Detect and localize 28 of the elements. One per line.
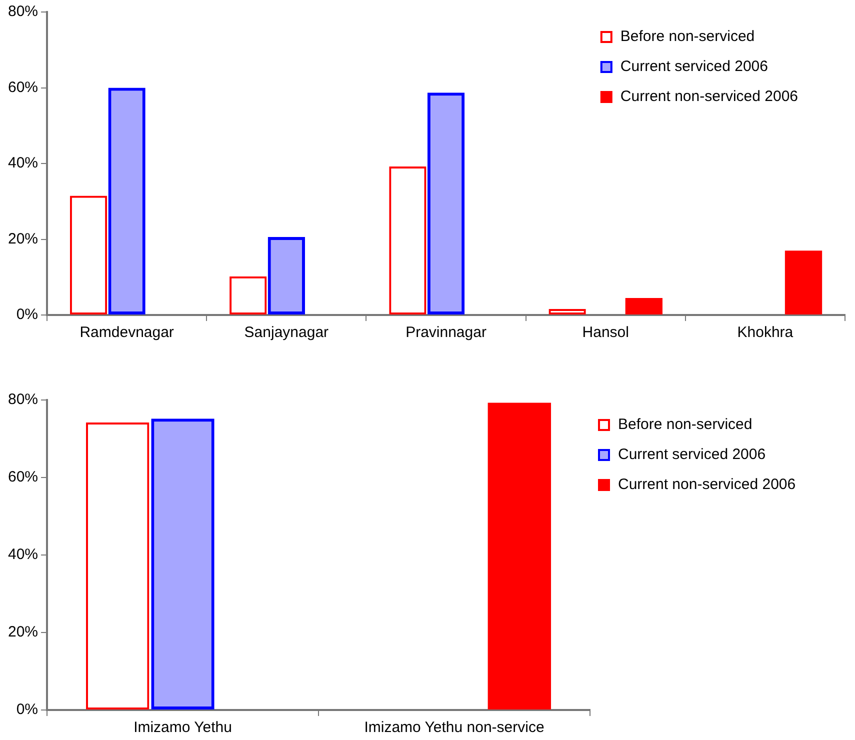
y-tick-label: 80%: [8, 391, 38, 408]
y-tick-label: 20%: [8, 230, 38, 248]
y-tick-label: 0%: [16, 701, 38, 718]
bar: [784, 250, 822, 314]
y-tick-label: 20%: [8, 624, 38, 641]
bar: [108, 88, 146, 314]
y-tick-label: 60%: [8, 78, 38, 96]
y-tick-label: 60%: [8, 468, 38, 486]
x-tick-label: Imizamo Yethu non-service: [364, 719, 544, 736]
x-tick-label: Hansol: [582, 324, 629, 342]
legend-label: Current serviced 2006: [618, 446, 766, 464]
legend-label: Current serviced 2006: [620, 58, 768, 76]
legend-label: Current non-serviced 2006: [620, 88, 798, 106]
x-tick-label: Ramdevnagar: [80, 324, 174, 342]
y-tick-label: 40%: [8, 154, 38, 172]
bar: [625, 298, 662, 314]
x-tick-label: Khokhra: [737, 324, 794, 342]
legend-label: Before non-serviced: [618, 416, 752, 434]
x-tick-label: Pravinnagar: [406, 324, 486, 342]
legend-label: Before non-serviced: [620, 28, 755, 46]
bar: [427, 92, 465, 314]
y-tick-label: 80%: [8, 3, 38, 20]
x-tick-label: Sanjaynagar: [244, 324, 329, 342]
legend-label: Current non-serviced 2006: [618, 476, 796, 494]
y-tick-label: 0%: [16, 306, 38, 324]
y-tick-label: 40%: [8, 546, 38, 564]
bar: [268, 236, 305, 314]
x-tick-label: Imizamo Yethu: [134, 719, 232, 736]
